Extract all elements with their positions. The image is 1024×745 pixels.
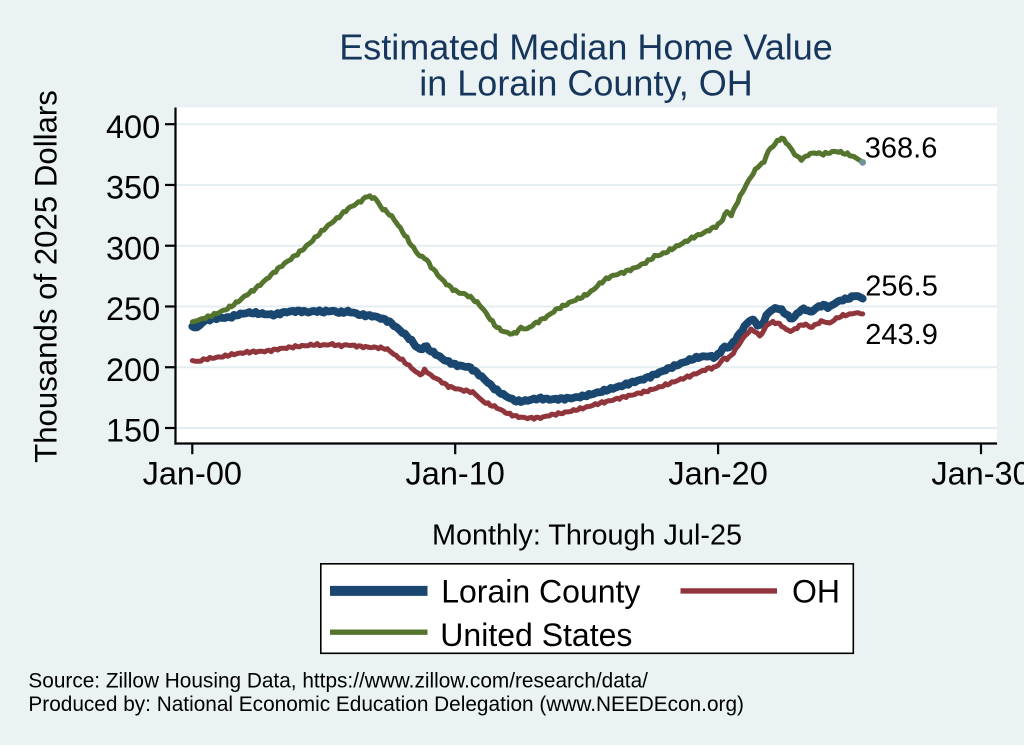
svg-text:350: 350 bbox=[106, 170, 160, 206]
svg-text:368.6: 368.6 bbox=[865, 132, 938, 164]
svg-text:Estimated Median Home Value: Estimated Median Home Value bbox=[339, 27, 833, 68]
svg-text:243.9: 243.9 bbox=[865, 319, 938, 351]
svg-text:200: 200 bbox=[106, 352, 160, 388]
svg-text:Jan-00: Jan-00 bbox=[143, 455, 242, 491]
svg-text:Jan-10: Jan-10 bbox=[406, 455, 505, 491]
svg-text:United States: United States bbox=[440, 617, 632, 653]
svg-text:Lorain County: Lorain County bbox=[441, 574, 640, 610]
svg-text:Jan-30: Jan-30 bbox=[931, 455, 1024, 491]
svg-text:250: 250 bbox=[106, 291, 160, 327]
svg-text:Jan-20: Jan-20 bbox=[668, 455, 767, 491]
svg-text:Monthly: Through Jul-25: Monthly: Through Jul-25 bbox=[432, 519, 742, 551]
svg-text:Source: Zillow Housing Data, h: Source: Zillow Housing Data, https://www… bbox=[28, 670, 648, 693]
svg-text:400: 400 bbox=[106, 109, 160, 145]
svg-text:256.5: 256.5 bbox=[865, 271, 938, 303]
svg-text:OH: OH bbox=[792, 574, 840, 610]
svg-text:300: 300 bbox=[106, 230, 160, 266]
svg-text:Thousands of 2025 Dollars: Thousands of 2025 Dollars bbox=[28, 90, 63, 463]
svg-text:Produced by: National Economic: Produced by: National Economic Education… bbox=[28, 693, 744, 716]
svg-text:in Lorain County, OH: in Lorain County, OH bbox=[419, 63, 753, 104]
svg-text:150: 150 bbox=[106, 413, 160, 449]
